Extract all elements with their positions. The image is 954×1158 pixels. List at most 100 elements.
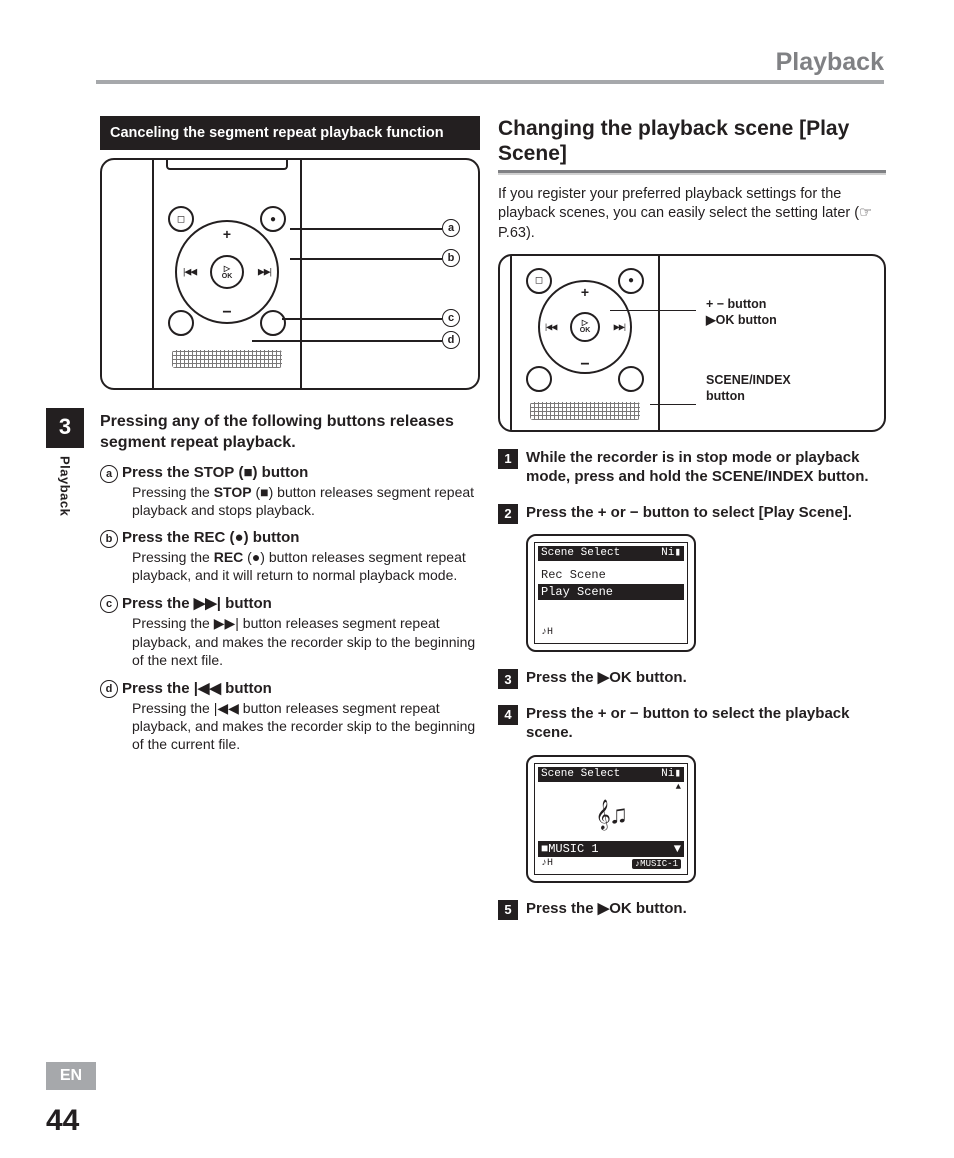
item-a-bold: STOP — [194, 464, 235, 481]
s3b: OK — [609, 669, 632, 686]
s3c: button. — [632, 669, 687, 686]
step-5: 5 Press the ▶OK button. — [498, 899, 886, 919]
device-screen — [166, 158, 288, 170]
dpad-ring: + − |◀◀ ▶▶| ▷OK — [175, 220, 279, 324]
device-figure-left: ◻ ● + − |◀◀ ▶▶| ▷OK a b c d — [100, 158, 480, 390]
page-number: 44 — [46, 1104, 79, 1138]
lcd-2: Scene Select Ni▮ ▲ 𝄞♫ ■MUSIC 1 ▼ ♪H ♪MUS… — [526, 755, 696, 883]
lcd2-up: ▲ — [538, 782, 684, 793]
step-2: 2 Press the + or − button to select [Pla… — [498, 503, 886, 523]
minus-icon: − — [222, 304, 231, 322]
lcd1-title: Scene Select — [541, 547, 620, 560]
rec-btn-sm: ● — [618, 268, 644, 294]
header-rule — [96, 80, 884, 84]
callout-a: a — [442, 219, 460, 237]
step-3: 3 Press the ▶OK button. — [498, 668, 886, 688]
s2b2: − — [630, 504, 639, 521]
step-5-text: Press the ▶OK button. — [526, 899, 886, 919]
lcd2-rowtext: ■MUSIC 1 — [541, 842, 599, 856]
dpad-ring-sm: + − |◀◀ ▶▶| ▷OK — [538, 280, 632, 374]
device-figure-right: ◻ ● + − |◀◀ ▶▶| ▷OK + − button ▶OK butto… — [498, 254, 886, 432]
music-note-icon: 𝄞♫ — [596, 801, 627, 832]
chapter-tab: 3 Playback — [46, 408, 84, 516]
cancel-segment-heading: Canceling the segment repeat playback fu… — [100, 116, 480, 150]
item-c-b1: Pressing the — [132, 615, 214, 631]
lcd2-dn: ▼ — [674, 842, 681, 856]
s3a: Press the — [526, 669, 598, 686]
s1c: button. — [814, 468, 869, 485]
lcd2-title-row: Scene Select Ni▮ — [538, 767, 684, 782]
item-a-bb: STOP — [214, 484, 252, 500]
item-d-pre: Press the — [122, 680, 194, 697]
fwd-sm: ▶▶| — [614, 322, 625, 331]
item-c-title: Press the ▶▶| button — [122, 594, 480, 612]
stop-button-icon: ◻ — [168, 206, 194, 232]
step-4-num: 4 — [498, 705, 518, 725]
item-d: d Press the |◀◀ button Pressing the |◀◀ … — [100, 679, 480, 754]
leader-r2 — [650, 404, 696, 406]
s5s: ▶ — [598, 900, 610, 917]
step-5-num: 5 — [498, 900, 518, 920]
s2c: button to select [ — [639, 504, 764, 521]
s1b: SCENE/INDEX — [712, 468, 814, 485]
item-d-post: button — [221, 680, 272, 697]
item-b-body: Pressing the REC (●) button releases seg… — [122, 548, 480, 584]
rewind-icon: |◀◀ — [183, 267, 196, 278]
leader-a — [290, 228, 442, 230]
lcd1-fl: ♪H — [541, 627, 553, 639]
lcd1-badge: Ni▮ — [661, 547, 681, 560]
item-b-post: (●) button — [225, 529, 299, 546]
item-b-b1: Pressing the — [132, 549, 214, 565]
leader-c — [282, 318, 442, 320]
label-scene: SCENE/INDEX button — [706, 372, 816, 405]
lcd2-foot: ♪H ♪MUSIC-1 — [538, 857, 684, 871]
item-b-bb: REC — [214, 549, 244, 565]
item-d-body: Pressing the |◀◀ button releases segment… — [122, 699, 480, 754]
lcd2-fr: ♪MUSIC-1 — [632, 859, 681, 870]
step-4-text: Press the + or − button to select the pl… — [526, 704, 886, 743]
lcd2-title: Scene Select — [541, 768, 620, 781]
s4a: Press the — [526, 705, 598, 722]
br-btn-sm — [618, 366, 644, 392]
item-b-pre: Press the — [122, 529, 194, 546]
item-d-title: Press the |◀◀ button — [122, 679, 480, 697]
speaker-sm — [530, 402, 640, 420]
s2d: ]. — [843, 504, 852, 521]
forward-icon: ▶▶| — [258, 267, 271, 278]
lcd1-title-row: Scene Select Ni▮ — [538, 546, 684, 561]
chapter-label: Playback — [58, 456, 73, 516]
item-a-post: (■) button — [234, 464, 308, 481]
item-d-bs: |◀◀ — [214, 700, 239, 716]
s3s: ▶ — [598, 669, 610, 686]
section-heading: Changing the playback scene [Play Scene] — [498, 116, 886, 166]
step-3-num: 3 — [498, 669, 518, 689]
step-4: 4 Press the + or − button to select the … — [498, 704, 886, 743]
language-tab: EN — [46, 1062, 96, 1090]
s5b: OK — [609, 900, 632, 917]
bl-btn-sm — [526, 366, 552, 392]
lcd-2-inner: Scene Select Ni▮ ▲ 𝄞♫ ■MUSIC 1 ▼ ♪H ♪MUS… — [534, 763, 688, 875]
section-body: If you register your preferred playback … — [498, 185, 886, 244]
rew-sm: |◀◀ — [545, 322, 556, 331]
callout-b: b — [442, 249, 460, 267]
s5a: Press the — [526, 900, 598, 917]
item-d-b1: Pressing the — [132, 700, 214, 716]
device-body: ◻ ● + − |◀◀ ▶▶| ▷OK — [152, 158, 302, 390]
chapter-number: 3 — [46, 408, 84, 448]
item-d-badge: d — [100, 680, 118, 698]
item-c-post: button — [221, 595, 272, 612]
step-1-num: 1 — [498, 449, 518, 469]
s4m: or — [606, 705, 629, 722]
step-2-text: Press the + or − button to select [Play … — [526, 503, 886, 523]
s2m: or — [606, 504, 629, 521]
item-d-sym: |◀◀ — [194, 680, 221, 697]
item-b-badge: b — [100, 530, 118, 548]
s4b2: − — [630, 705, 639, 722]
label-ok-text: ▶OK button — [706, 312, 777, 328]
plus-sm: + — [581, 284, 589, 300]
ok-sym: ▶ — [706, 313, 716, 327]
device-body-sm: ◻ ● + − |◀◀ ▶▶| ▷OK — [510, 254, 660, 432]
item-c-sym: ▶▶| — [194, 595, 221, 612]
speaker-grille — [172, 350, 282, 368]
stop-btn-sm: ◻ — [526, 268, 552, 294]
